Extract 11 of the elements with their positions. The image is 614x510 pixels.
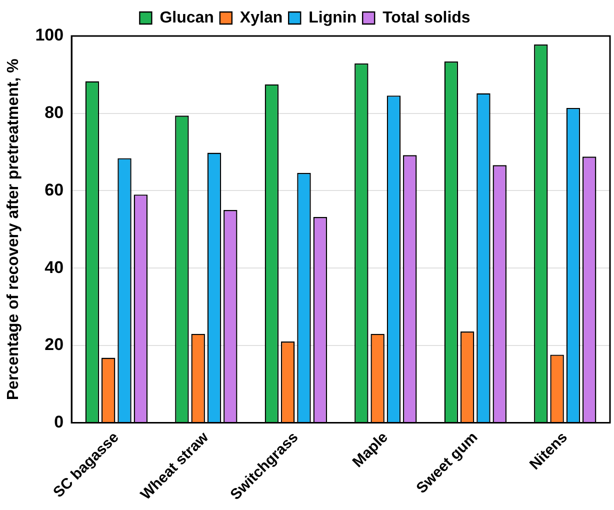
legend-label: Lignin xyxy=(308,9,357,26)
y-axis-title: Percentage of recovery after pretreatment, % xyxy=(5,58,22,400)
y-tick-label: 60 xyxy=(44,180,64,200)
legend-label: Glucan xyxy=(160,9,214,26)
y-tick-label: 40 xyxy=(44,258,64,277)
y-tick-label: 100 xyxy=(35,26,64,45)
y-tick-label: 80 xyxy=(44,103,64,122)
legend-label: Xylan xyxy=(240,9,283,26)
y-tick-label: 0 xyxy=(54,412,64,432)
legend-label: Total solids xyxy=(382,9,470,26)
y-tick-label: 20 xyxy=(44,335,64,354)
